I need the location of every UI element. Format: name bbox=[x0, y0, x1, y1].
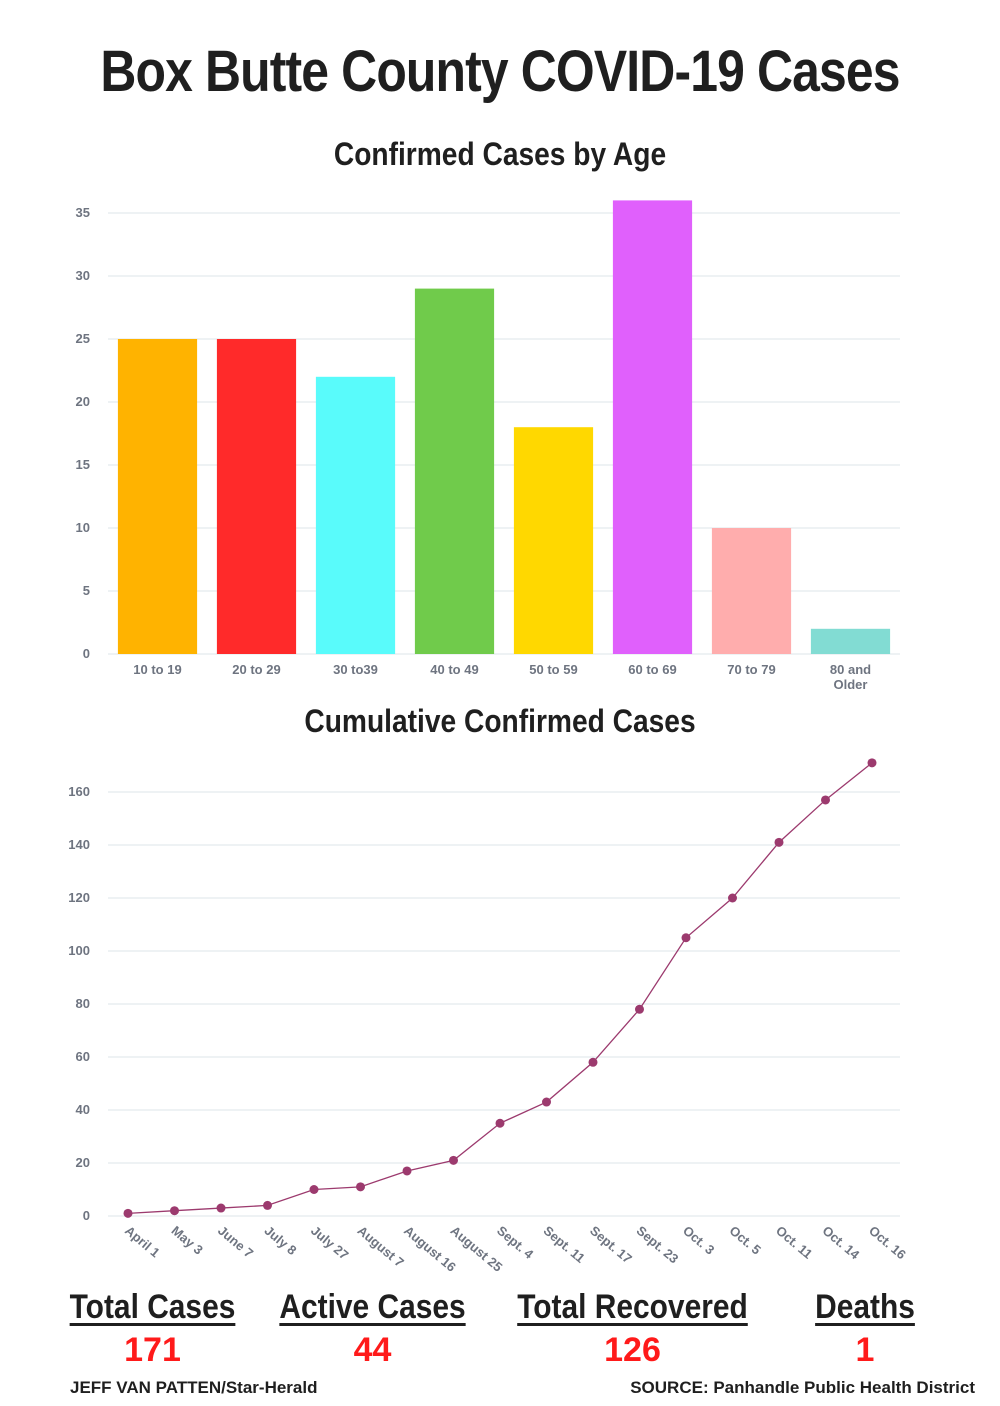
x-tick-label: Oct. 14 bbox=[820, 1223, 863, 1263]
data-point bbox=[774, 837, 784, 847]
data-point bbox=[588, 1057, 598, 1067]
x-tick-label: Oct. 3 bbox=[680, 1223, 717, 1258]
data-point bbox=[170, 1206, 179, 1216]
bar bbox=[711, 528, 792, 654]
bar bbox=[414, 288, 495, 654]
stat-value: 44 bbox=[353, 1331, 392, 1369]
x-tick-label: 40 to 49 bbox=[430, 662, 478, 677]
data-point bbox=[356, 1182, 365, 1192]
y-tick-label: 20 bbox=[76, 1155, 90, 1170]
credit-photographer: JEFF VAN PATTEN/Star-Herald bbox=[70, 1378, 318, 1397]
data-point bbox=[681, 933, 691, 943]
y-tick-label: 0 bbox=[83, 646, 90, 661]
x-tick-label: 10 to 19 bbox=[133, 662, 181, 677]
bar bbox=[117, 339, 198, 654]
stat-total-cases: Total Cases 171 bbox=[55, 1288, 250, 1370]
y-tick-label: 0 bbox=[83, 1208, 90, 1223]
data-point bbox=[542, 1097, 551, 1107]
data-point bbox=[402, 1166, 412, 1176]
stat-value: 1 bbox=[855, 1331, 875, 1369]
stat-value: 126 bbox=[604, 1331, 661, 1369]
stat-label: Active Cases bbox=[279, 1288, 466, 1326]
stat-label: Deaths bbox=[815, 1288, 915, 1326]
page-title: Box Butte County COVID-19 Cases bbox=[100, 39, 900, 104]
stat-total-recovered: Total Recovered 126 bbox=[500, 1288, 765, 1370]
x-tick-label: August 7 bbox=[355, 1223, 407, 1270]
y-tick-label: 15 bbox=[76, 457, 90, 472]
bar bbox=[315, 376, 396, 654]
stat-active-cases: Active Cases 44 bbox=[265, 1288, 480, 1370]
bar bbox=[216, 339, 297, 654]
y-tick-label: 80 bbox=[76, 996, 90, 1011]
bar bbox=[612, 200, 693, 654]
credit-source: SOURCE: Panhandle Public Health District bbox=[630, 1378, 975, 1397]
y-tick-label: 5 bbox=[83, 583, 90, 598]
x-tick-label: July 27 bbox=[308, 1223, 351, 1263]
x-tick-label: 60 to 69 bbox=[628, 662, 676, 677]
data-point bbox=[821, 795, 830, 805]
x-tick-label: 80 and Older bbox=[830, 662, 871, 692]
y-tick-label: 35 bbox=[76, 205, 90, 220]
stat-deaths: Deaths 1 bbox=[800, 1288, 930, 1370]
y-tick-label: 60 bbox=[76, 1049, 90, 1064]
x-tick-label: 20 to 29 bbox=[232, 662, 280, 677]
y-tick-label: 20 bbox=[76, 394, 90, 409]
x-tick-label: June 7 bbox=[215, 1223, 256, 1261]
x-tick-label: 70 to 79 bbox=[727, 662, 775, 677]
x-tick-label: Sept. 11 bbox=[541, 1223, 588, 1266]
bar-chart: 0 5 10 15 20 25 30 35 10 to 19 20 to 29 30 to39 40 … bbox=[76, 200, 900, 692]
bar-chart-title: Confirmed Cases by Age bbox=[333, 136, 667, 172]
y-tick-label: 25 bbox=[76, 331, 90, 346]
data-point bbox=[635, 1004, 644, 1014]
x-tick-label: April 1 bbox=[122, 1223, 163, 1261]
x-tick-label: 50 to 59 bbox=[529, 662, 577, 677]
data-point bbox=[123, 1208, 133, 1218]
x-tick-label: Oct. 16 bbox=[866, 1223, 909, 1262]
data-point bbox=[449, 1155, 458, 1165]
x-tick-label: Oct. 11 bbox=[773, 1223, 815, 1262]
data-point bbox=[216, 1203, 226, 1213]
x-tick-label: Sept. 17 bbox=[587, 1223, 635, 1267]
series-line bbox=[127, 762, 873, 1214]
data-point bbox=[263, 1200, 272, 1210]
y-tick-label: 140 bbox=[68, 837, 90, 852]
data-point bbox=[867, 758, 877, 768]
stat-value: 171 bbox=[124, 1331, 181, 1369]
y-tick-label: 120 bbox=[68, 890, 90, 905]
bar bbox=[513, 427, 594, 654]
x-tick-label: July 8 bbox=[262, 1223, 300, 1258]
y-tick-label: 40 bbox=[76, 1102, 90, 1117]
bar bbox=[810, 628, 891, 654]
line-chart-title: Cumulative Confirmed Cases bbox=[304, 703, 696, 739]
x-tick-label: 30 to39 bbox=[333, 662, 378, 677]
x-tick-label: Sept. 23 bbox=[634, 1223, 682, 1267]
y-tick-label: 160 bbox=[68, 784, 90, 799]
y-tick-label: 100 bbox=[68, 943, 90, 958]
x-tick-label: May 3 bbox=[169, 1223, 206, 1258]
x-tick-label: Oct. 5 bbox=[727, 1223, 764, 1258]
stat-label: Total Recovered bbox=[517, 1288, 748, 1326]
data-point bbox=[309, 1185, 319, 1194]
data-point bbox=[495, 1118, 505, 1128]
stat-label: Total Cases bbox=[69, 1288, 236, 1326]
data-point bbox=[728, 893, 737, 903]
y-tick-label: 10 bbox=[76, 520, 90, 535]
x-tick-label: Sept. 4 bbox=[494, 1223, 537, 1262]
y-tick-label: 30 bbox=[76, 268, 90, 283]
